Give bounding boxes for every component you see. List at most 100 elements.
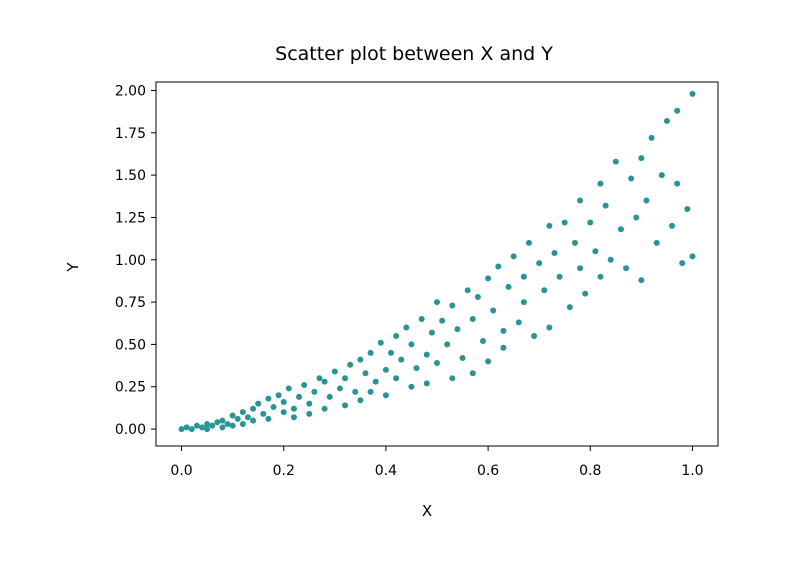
- scatter-point: [193, 422, 200, 429]
- scatter-point: [454, 326, 461, 333]
- scatter-point: [663, 117, 670, 124]
- scatter-point: [510, 253, 517, 260]
- scatter-point: [372, 378, 379, 385]
- scatter-point: [520, 299, 527, 306]
- scatter-point: [188, 426, 195, 433]
- y-axis-label: Y: [64, 262, 82, 273]
- scatter-point: [342, 375, 349, 382]
- scatter-point: [459, 354, 466, 361]
- scatter-point: [367, 349, 374, 356]
- scatter-point: [244, 414, 251, 421]
- scatter-point: [367, 388, 374, 395]
- scatter-point: [689, 90, 696, 97]
- scatter-point: [357, 397, 364, 404]
- scatter-point: [316, 375, 323, 382]
- scatter-point: [592, 248, 599, 255]
- scatter-point: [546, 324, 553, 331]
- x-axis-ticks: 0.0 0.2 0.4 0.6 0.8 1.0: [170, 446, 704, 479]
- scatter-point: [658, 172, 665, 179]
- scatter-point: [306, 400, 313, 407]
- y-tick-label: 1.25: [115, 210, 146, 226]
- scatter-point: [577, 197, 584, 204]
- scatter-point: [219, 417, 226, 424]
- y-tick-label: 1.00: [115, 253, 146, 269]
- scatter-point: [321, 405, 328, 412]
- scatter-point: [250, 405, 257, 412]
- scatter-point: [198, 424, 205, 431]
- scatter-point: [597, 180, 604, 187]
- scatter-point: [280, 409, 287, 416]
- scatter-point: [525, 239, 532, 246]
- scatter-point: [331, 368, 338, 375]
- y-tick-label: 0.25: [115, 380, 146, 396]
- scatter-point: [653, 239, 660, 246]
- scatter-point: [382, 392, 389, 399]
- scatter-point: [490, 307, 497, 314]
- scatter-point: [224, 420, 231, 427]
- scatter-point: [204, 420, 211, 427]
- x-axis-label: X: [422, 502, 432, 520]
- scatter-point: [464, 287, 471, 294]
- scatter-point: [669, 222, 676, 229]
- scatter-point: [551, 249, 558, 256]
- scatter-point: [684, 205, 691, 212]
- scatter-point: [582, 290, 589, 297]
- scatter-point: [296, 393, 303, 400]
- scatter-point: [239, 409, 246, 416]
- x-tick-label: 0.4: [375, 463, 397, 479]
- scatter-point: [449, 375, 456, 382]
- scatter-point: [602, 202, 609, 209]
- scatter-point: [648, 134, 655, 141]
- scatter-point: [413, 365, 420, 372]
- chart-title: Scatter plot between X and Y: [275, 43, 553, 65]
- scatter-point: [479, 338, 486, 345]
- scatter-point: [326, 393, 333, 400]
- y-tick-label: 2.00: [115, 83, 146, 99]
- scatter-point: [275, 392, 282, 399]
- scatter-point: [607, 256, 614, 263]
- scatter-point: [623, 265, 630, 272]
- scatter-point: [393, 375, 400, 382]
- scatter-point: [628, 175, 635, 182]
- scatter-point: [265, 395, 272, 402]
- scatter-point: [571, 239, 578, 246]
- scatter-point: [638, 277, 645, 284]
- scatter-point: [423, 351, 430, 358]
- scatter-point: [214, 419, 221, 426]
- scatter-point: [428, 329, 435, 336]
- x-tick-label: 0.8: [579, 463, 601, 479]
- scatter-point: [265, 415, 272, 422]
- scatter-point: [234, 415, 241, 422]
- scatter-point: [439, 317, 446, 324]
- scatter-point: [505, 283, 512, 290]
- scatter-point: [347, 361, 354, 368]
- scatter-point: [500, 344, 507, 351]
- scatter-point: [638, 155, 645, 162]
- x-tick-label: 0.2: [273, 463, 295, 479]
- scatter-point: [597, 273, 604, 280]
- scatter-point: [674, 107, 681, 114]
- scatter-point: [285, 385, 292, 392]
- scatter-point: [178, 426, 185, 433]
- scatter-point: [270, 404, 277, 411]
- scatter-point: [689, 253, 696, 260]
- scatter-point: [485, 275, 492, 282]
- scatter-point: [444, 341, 451, 348]
- x-tick-label: 0.6: [477, 463, 499, 479]
- scatter-point: [260, 410, 267, 417]
- scatter-point: [183, 424, 190, 431]
- scatter-point: [485, 358, 492, 365]
- data-points: [178, 90, 696, 433]
- scatter-point: [531, 332, 538, 339]
- y-tick-label: 1.75: [115, 126, 146, 142]
- x-tick-label: 1.0: [681, 463, 703, 479]
- scatter-point: [342, 402, 349, 409]
- scatter-point: [418, 316, 425, 323]
- scatter-point: [469, 316, 476, 323]
- scatter-point: [290, 414, 297, 421]
- scatter-point: [403, 324, 410, 331]
- scatter-point: [495, 263, 502, 270]
- scatter-point: [301, 382, 308, 389]
- scatter-point: [311, 388, 318, 395]
